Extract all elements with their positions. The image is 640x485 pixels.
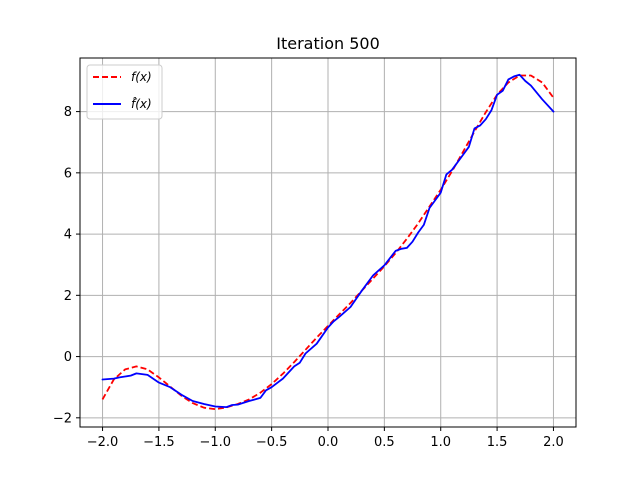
legend-label-f-hat: f̂(x) — [131, 97, 152, 111]
x-tick-label: −2.0 — [87, 435, 119, 450]
y-tick-label: 2 — [64, 289, 72, 304]
x-tick-label: −1.5 — [143, 435, 175, 450]
legend: f(x) f̂(x) — [86, 64, 163, 120]
x-axis: −2.0 −1.5 −1.0 −0.5 0.0 0.5 1.0 1.5 2.0 — [87, 427, 564, 450]
grid — [80, 58, 576, 427]
x-tick-label: 2.0 — [543, 435, 564, 450]
x-tick-label: 1.0 — [430, 435, 451, 450]
x-tick-label: −0.5 — [256, 435, 288, 450]
plot-area — [101, 73, 555, 411]
y-tick-label: −2 — [53, 411, 72, 426]
legend-box — [86, 64, 163, 120]
x-tick-label: 0.5 — [374, 435, 395, 450]
y-tick-label: 8 — [64, 105, 72, 120]
x-tick-label: 1.5 — [487, 435, 508, 450]
y-tick-label: 0 — [64, 350, 72, 365]
x-tick-label: −1.0 — [199, 435, 231, 450]
y-axis: −2 0 2 4 6 8 — [53, 105, 80, 426]
legend-label-f: f(x) — [131, 70, 152, 84]
series-line-f-hat — [101, 73, 555, 409]
y-tick-label: 6 — [64, 166, 72, 181]
y-tick-label: 4 — [64, 228, 72, 243]
chart-title: Iteration 500 — [276, 34, 380, 53]
x-tick-label: 0.0 — [318, 435, 339, 450]
